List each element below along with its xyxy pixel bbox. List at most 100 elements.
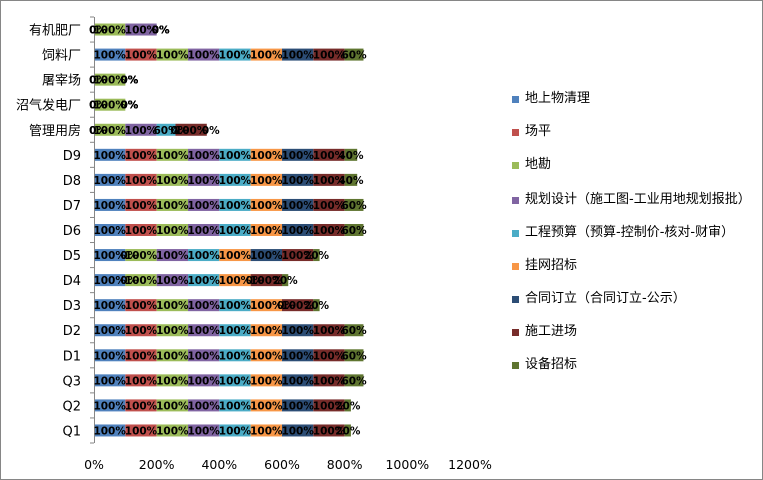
data-label: 100%	[125, 225, 158, 237]
data-label: 100%	[93, 350, 126, 362]
data-label: 20%	[273, 275, 299, 287]
data-label: 100%	[187, 375, 220, 387]
data-label: 100%	[281, 400, 314, 412]
bar-segment	[188, 224, 220, 236]
data-label: 100%	[281, 200, 314, 212]
bar-segment	[94, 299, 126, 312]
bar-segment	[156, 299, 188, 312]
data-label: 100%	[313, 375, 346, 387]
data-label: 60%	[341, 50, 367, 62]
data-label: 0%	[120, 75, 138, 87]
data-label: 0%	[152, 25, 170, 37]
data-label: 100%	[156, 325, 189, 337]
bar-segment	[344, 324, 364, 337]
legend-label: 工程预算（预算-控制价-核对-财审）	[525, 225, 735, 240]
bar-segment	[250, 324, 282, 337]
legend-label: 规划设计（施工图-工业用地规划报批）	[525, 192, 751, 207]
x-tick-label: 800%	[327, 457, 363, 472]
bar-segment	[250, 249, 282, 262]
bar-segment	[188, 349, 220, 362]
bar-segment	[125, 424, 157, 437]
data-label: 100%	[156, 200, 189, 212]
data-label: 100%	[125, 50, 158, 62]
axes-group: Q1 Q2 Q3 D1 D2 D3 D4 D5 D6 D7 D8 D9 管理用房 沼气发电厂 屠宰场 饲料厂 有…	[16, 16, 492, 472]
data-label: 0%	[120, 75, 138, 87]
bar-segment	[313, 424, 345, 437]
legend-item: 地上物清理	[512, 90, 755, 107]
data-label: 0%	[120, 100, 138, 112]
bar-segment	[125, 23, 157, 36]
bar-segment	[219, 424, 251, 437]
bar-segment	[188, 274, 220, 287]
bar-segment	[188, 148, 220, 161]
data-label: 0%	[89, 125, 107, 137]
legend-label: 施工进场	[525, 324, 578, 339]
x-tick-label: 200%	[139, 457, 175, 472]
data-label: 100%	[313, 225, 346, 237]
bar-segment	[156, 324, 188, 337]
data-label: 100%	[93, 400, 126, 412]
data-label: 100%	[219, 150, 252, 162]
bar-segment	[219, 324, 251, 337]
data-label: 100%	[187, 300, 220, 312]
data-label: 100%	[281, 300, 314, 312]
bar-segment	[125, 148, 157, 161]
bar-segment	[282, 324, 314, 337]
data-label: 0%	[120, 75, 138, 87]
data-label: 0%	[120, 275, 138, 287]
legend-label: 设备招标	[525, 357, 578, 372]
bar-segment	[125, 173, 157, 186]
bar-segment	[125, 224, 157, 236]
legend-item: 地勘	[512, 156, 755, 173]
bar-segment	[282, 148, 314, 161]
bar-segment	[94, 173, 126, 186]
x-tick-label: 1000%	[385, 457, 429, 472]
bar-segment	[219, 274, 251, 287]
legend-swatch	[512, 129, 519, 136]
legend-label: 挂网招标	[525, 258, 578, 273]
bar-segment	[219, 198, 251, 211]
data-label: 100%	[281, 150, 314, 162]
category-label: 管理用房	[29, 123, 81, 139]
bar-segment	[250, 198, 282, 211]
legend-item: 规划设计（施工图-工业用地规划报批）	[512, 191, 755, 208]
data-label: 100%	[187, 225, 220, 237]
data-label: 60%	[341, 375, 367, 387]
category-label: D1	[63, 349, 81, 364]
bar-segment	[94, 123, 126, 136]
bar-segment	[344, 173, 358, 186]
bar-segment	[344, 148, 358, 161]
data-label: 40%	[338, 175, 364, 187]
data-label: 100%	[219, 425, 252, 437]
bar-segment	[313, 349, 345, 362]
data-label: 0%	[120, 75, 138, 87]
bar-segment	[219, 249, 251, 262]
bar-segment	[250, 224, 282, 236]
data-label: 100%	[93, 275, 126, 287]
bar-segment	[156, 349, 188, 362]
data-label: 100%	[281, 250, 314, 262]
data-label: 20%	[304, 300, 330, 312]
data-label: 100%	[281, 350, 314, 362]
bar-segment	[219, 374, 251, 387]
bar-segment	[313, 198, 345, 211]
legend-item: 施工进场	[512, 323, 755, 340]
data-label: 100%	[93, 300, 126, 312]
data-label: 0%	[89, 100, 107, 112]
bar-segment	[94, 98, 126, 111]
data-label: 20%	[335, 400, 361, 412]
bar-segment	[188, 324, 220, 337]
data-label: 100%	[125, 150, 158, 162]
data-label: 100%	[187, 325, 220, 337]
data-label: 100%	[219, 275, 252, 287]
legend-item: 合同订立（合同订立-公示）	[512, 290, 755, 307]
bar-segment	[188, 249, 220, 262]
data-label: 100%	[313, 350, 346, 362]
bar-segment	[282, 224, 314, 236]
data-label: 100%	[125, 425, 158, 437]
data-label: 0%	[120, 100, 138, 112]
bar-segment	[219, 148, 251, 161]
data-label: 60%	[341, 325, 367, 337]
data-label: 100%	[281, 325, 314, 337]
bars-group	[94, 23, 364, 437]
